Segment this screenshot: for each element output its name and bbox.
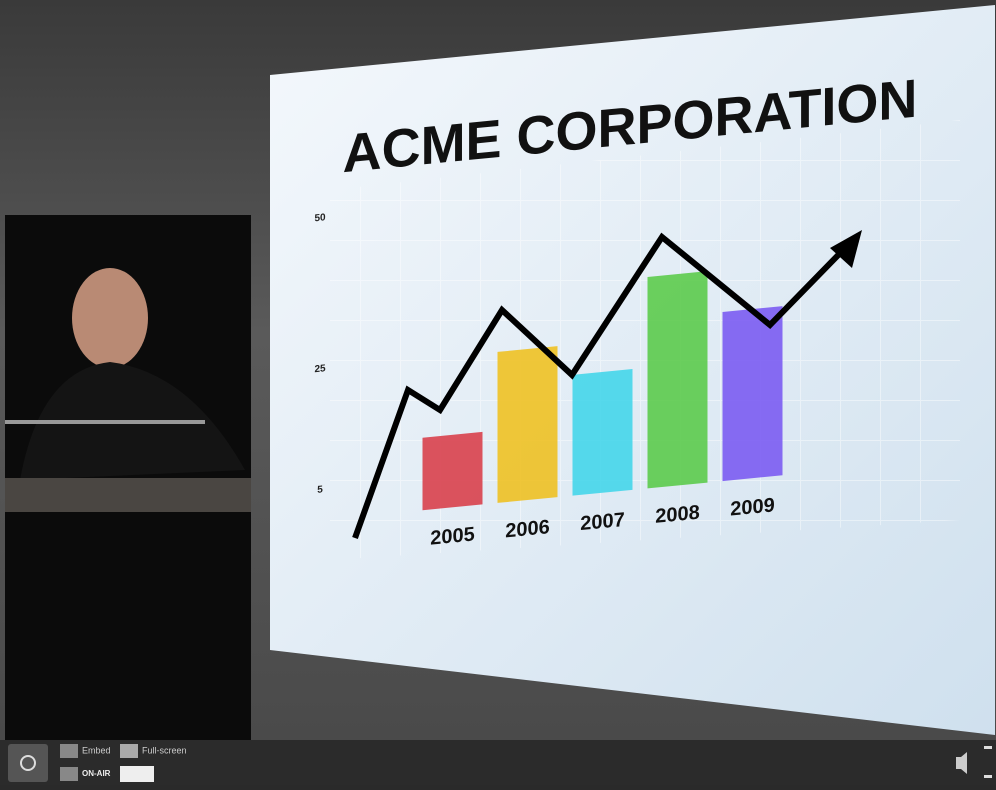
y-tick-label: 50 bbox=[314, 212, 326, 224]
control-bar: Embed Full-screen ON-AIR bbox=[0, 740, 996, 785]
on-air-icon bbox=[60, 767, 78, 781]
video-player: ACME CORPORATION 52550200520062007200820… bbox=[0, 0, 996, 785]
bar bbox=[423, 432, 483, 510]
bar bbox=[648, 271, 708, 488]
x-tick-label: 2005 bbox=[430, 523, 474, 549]
y-tick-label: 5 bbox=[317, 484, 323, 496]
x-tick-label: 2006 bbox=[505, 516, 549, 542]
bar bbox=[573, 369, 633, 496]
x-tick-label: 2009 bbox=[730, 494, 774, 520]
x-tick-label: 2007 bbox=[580, 509, 624, 535]
bar bbox=[723, 306, 783, 481]
x-tick-label: 2008 bbox=[655, 502, 699, 528]
embed-label[interactable]: Embed bbox=[82, 745, 111, 755]
on-air-label: ON-AIR bbox=[82, 769, 111, 778]
page: {"chart_data": {"type": "bar", "title": … bbox=[0, 0, 996, 785]
y-tick-label: 25 bbox=[314, 363, 326, 375]
presenter-video bbox=[5, 215, 251, 740]
fullscreen-icon[interactable] bbox=[120, 744, 138, 758]
fullscreen-label[interactable]: Full-screen bbox=[142, 745, 187, 755]
viewer-badge bbox=[120, 766, 154, 782]
volume-down[interactable] bbox=[984, 775, 992, 778]
bar bbox=[498, 346, 558, 503]
power-button[interactable] bbox=[8, 744, 48, 782]
embed-icon[interactable] bbox=[60, 744, 78, 758]
volume-up[interactable] bbox=[984, 746, 992, 749]
